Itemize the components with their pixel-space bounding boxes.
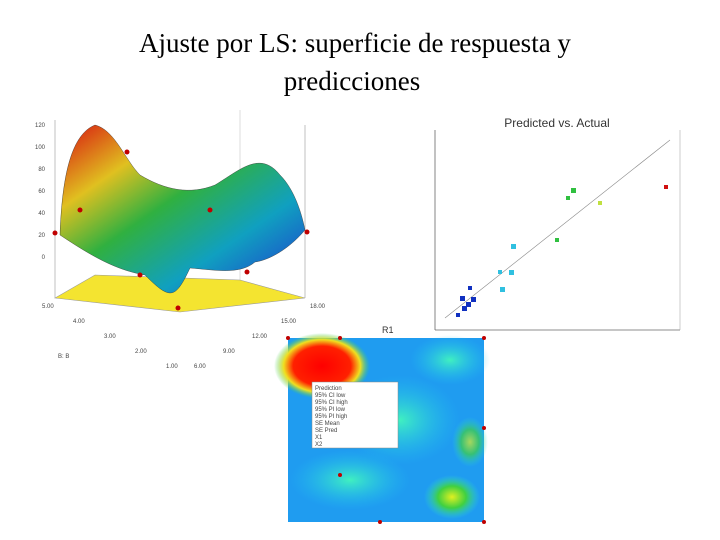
tooltip-label: X2 [315, 442, 323, 448]
contour-title: R1 [382, 325, 394, 335]
a-tick-label: 18.00 [310, 304, 326, 310]
tooltip-label: 95% CI low [315, 393, 346, 399]
tooltip-label: SE Mean [315, 421, 340, 427]
tooltip-label: SE Pred [315, 428, 337, 434]
z-tick-label: 40 [38, 211, 45, 217]
a-tick-label: 15.00 [281, 319, 297, 325]
scatter-title: Predicted vs. Actual [504, 116, 609, 130]
z-tick-label: 100 [35, 145, 46, 151]
z-tick-label: 0 [42, 255, 46, 261]
z-tick-label: 20 [38, 233, 45, 239]
b-tick-label: 4.00 [73, 319, 85, 325]
surface [59, 124, 306, 294]
title-line-1: Ajuste por LS: superficie de respuesta y [139, 28, 571, 58]
axis-label: B: B [58, 354, 69, 360]
b-tick-label: 2.00 [135, 349, 147, 355]
a-tick-label: 9.00 [223, 349, 235, 355]
z-tick-label: 120 [35, 123, 46, 129]
floor [54, 274, 306, 313]
z-tick-label: 80 [38, 167, 45, 173]
tooltip-label: 95% PI low [315, 407, 346, 413]
b-tick-label: 1.00 [166, 364, 178, 370]
z-tick-label: 60 [38, 189, 45, 195]
b-tick-label: 5.00 [42, 304, 54, 310]
a-tick-label: 6.00 [194, 364, 206, 370]
tooltip-label: 95% CI high [315, 400, 348, 406]
title-line-2: predicciones [284, 66, 420, 96]
tooltip-label: Prediction [315, 386, 342, 392]
scatter-plot: Predicted vs. Actual [434, 116, 681, 331]
a-tick-label: 12.00 [252, 334, 268, 340]
b-tick-label: 3.00 [104, 334, 116, 340]
surface-plot: 120 100 80 60 40 20 0 5.00 4.00 3.00 2.00 1.00 18.00… [35, 110, 326, 370]
tooltip-label: X1 [315, 435, 323, 441]
tooltip-label: 95% PI high [315, 414, 347, 420]
